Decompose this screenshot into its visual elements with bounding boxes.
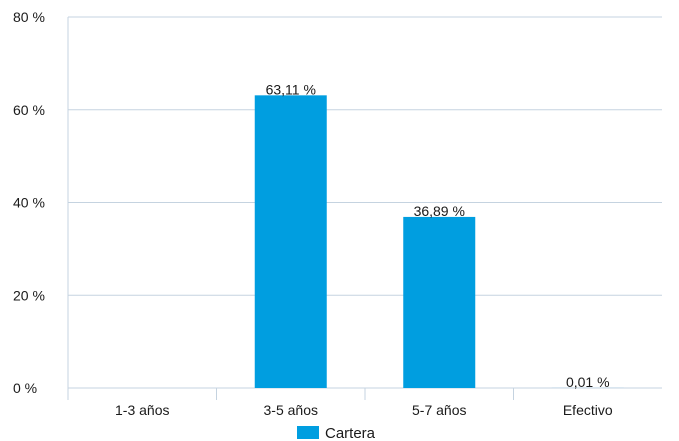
x-tick-label: 3-5 años: [264, 402, 318, 418]
y-axis: 0 % 20 % 40 % 60 % 80 %: [13, 9, 45, 396]
y-tick-label: 60 %: [13, 102, 45, 118]
data-label: 0,01 %: [566, 374, 610, 390]
data-label: 36,89 %: [414, 203, 465, 219]
x-tick-label: Efectivo: [563, 402, 613, 418]
y-tick-label: 40 %: [13, 195, 45, 211]
bar: [254, 95, 327, 388]
y-tick-label: 80 %: [13, 9, 45, 25]
legend: Cartera: [297, 425, 376, 441]
data-labels: 63,11 % 36,89 % 0,01 %: [266, 81, 610, 390]
grid-lines: [67, 16, 662, 400]
bar: [403, 216, 476, 388]
bars: [254, 95, 624, 388]
y-tick-label: 0 %: [13, 380, 37, 396]
x-axis: 1-3 años 3-5 años 5-7 años Efectivo: [115, 388, 613, 418]
data-label: 63,11 %: [266, 81, 316, 97]
legend-label: Cartera: [325, 425, 376, 441]
y-tick-label: 20 %: [13, 287, 45, 303]
legend-swatch: [297, 426, 319, 439]
x-tick-label: 5-7 años: [412, 402, 466, 418]
x-tick-label: 1-3 años: [115, 402, 169, 418]
